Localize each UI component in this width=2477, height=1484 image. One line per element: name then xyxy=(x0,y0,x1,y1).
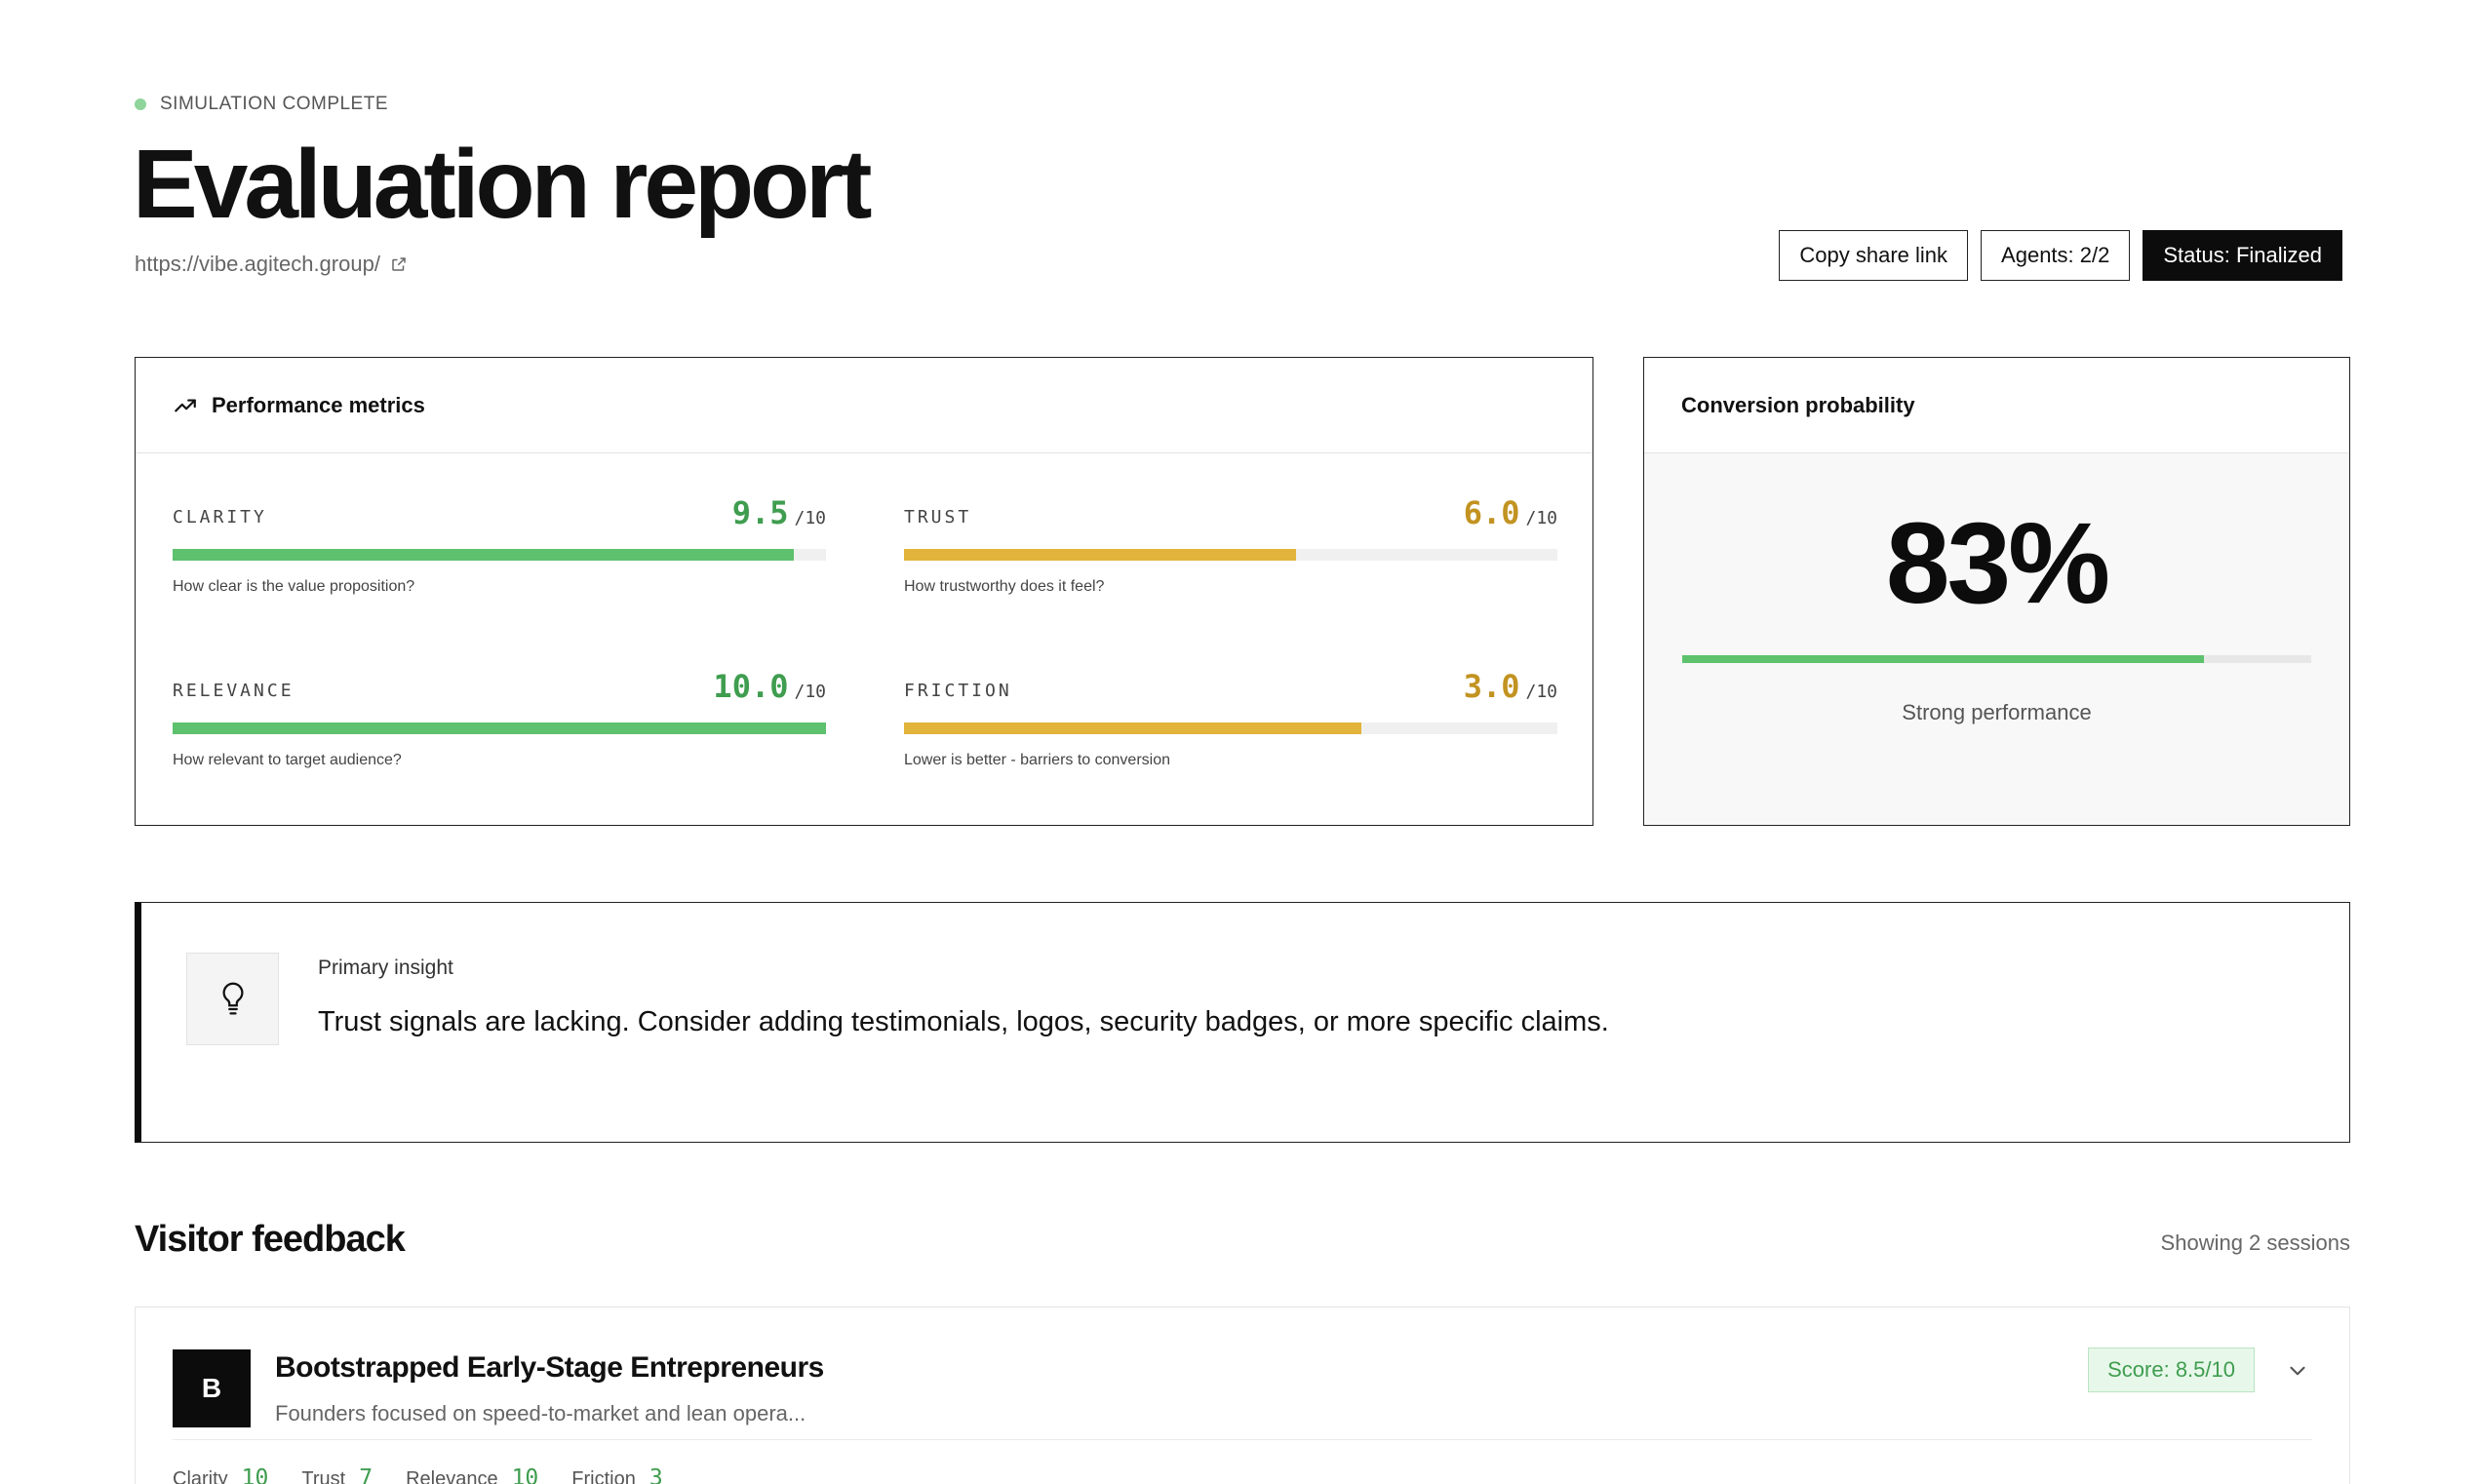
session-score-clarity: Clarity 10 xyxy=(173,1465,268,1484)
metric-bar-fill xyxy=(173,722,826,734)
session-scores: Clarity 10 Trust 7 Relevance 10 Friction 3 xyxy=(173,1465,663,1484)
conversion-percentage: 83% xyxy=(1885,499,2110,628)
metric-name: TRUST xyxy=(904,507,972,527)
insight-label: Primary insight xyxy=(318,957,453,979)
chevron-down-icon[interactable] xyxy=(2285,1358,2310,1384)
score-label: Friction xyxy=(571,1468,636,1484)
metric-max: /10 xyxy=(794,508,826,528)
session-count: Showing 2 sessions xyxy=(2160,1230,2350,1255)
score-label: Clarity xyxy=(173,1468,228,1484)
metric-max: /10 xyxy=(1525,682,1557,702)
session-card[interactable]: B Bootstrapped Early-Stage Entrepreneurs… xyxy=(135,1307,2350,1484)
score-value: 10 xyxy=(511,1465,539,1484)
session-persona-description: Founders focused on speed-to-market and … xyxy=(275,1401,806,1425)
conversion-bar-fill xyxy=(1682,655,2205,663)
metric-relevance: RELEVANCE 10.0/10 How relevant to target… xyxy=(173,666,826,769)
agents-badge[interactable]: Agents: 2/2 xyxy=(1981,230,2131,281)
metric-description: Lower is better - barriers to conversion xyxy=(904,752,1170,768)
visitor-feedback-title: Visitor feedback xyxy=(135,1219,406,1260)
metric-value: 9.5 xyxy=(731,494,789,531)
metric-bar-fill xyxy=(904,722,1361,734)
conversion-header: Conversion probability xyxy=(1644,358,2349,453)
metric-trust: TRUST 6.0/10 How trustworthy does it fee… xyxy=(904,492,1557,596)
metric-bar-track xyxy=(173,722,826,734)
page-title: Evaluation report xyxy=(133,130,872,239)
status-dot-icon xyxy=(135,98,146,110)
lightbulb-icon-box xyxy=(186,953,279,1045)
metric-bar-fill xyxy=(173,549,794,561)
header-actions: Copy share link Agents: 2/2 Status: Fina… xyxy=(1779,230,2342,281)
metric-name: RELEVANCE xyxy=(173,681,295,701)
metric-bar-track xyxy=(904,722,1557,734)
metric-name: FRICTION xyxy=(904,681,1012,701)
divider xyxy=(173,1439,2312,1440)
metric-friction: FRICTION 3.0/10 Lower is better - barrie… xyxy=(904,666,1557,769)
score-value: 7 xyxy=(359,1465,374,1484)
avatar: B xyxy=(173,1349,251,1427)
session-score-badge: Score: 8.5/10 xyxy=(2088,1347,2255,1392)
conversion-title: Conversion probability xyxy=(1681,392,1915,417)
metric-value: 6.0 xyxy=(1463,494,1520,531)
status-finalized-badge[interactable]: Status: Finalized xyxy=(2143,230,2342,281)
session-score-friction: Friction 3 xyxy=(571,1465,662,1484)
metric-bar-fill xyxy=(904,549,1296,561)
status-text: SIMULATION COMPLETE xyxy=(160,94,389,114)
site-url-link[interactable]: https://vibe.agitech.group/ xyxy=(135,252,408,277)
lightbulb-icon xyxy=(222,982,243,1014)
performance-metrics-card: Performance metrics CLARITY 9.5/10 How c… xyxy=(135,357,1593,826)
conversion-probability-card: Conversion probability 83% Strong perfor… xyxy=(1643,357,2350,826)
metric-name: CLARITY xyxy=(173,507,267,527)
metric-bar-track xyxy=(904,549,1557,561)
score-value: 10 xyxy=(241,1465,269,1484)
external-link-icon xyxy=(392,257,406,271)
performance-metrics-header: Performance metrics xyxy=(136,358,1592,453)
session-persona-name: Bootstrapped Early-Stage Entrepreneurs xyxy=(275,1351,824,1384)
metric-value: 10.0 xyxy=(713,668,789,705)
status-indicator: SIMULATION COMPLETE xyxy=(135,94,388,115)
site-url-text: https://vibe.agitech.group/ xyxy=(135,252,380,276)
primary-insight-card: Primary insight Trust signals are lackin… xyxy=(135,902,2350,1143)
metrics-grid: CLARITY 9.5/10 How clear is the value pr… xyxy=(136,453,1592,825)
conversion-label: Strong performance xyxy=(1902,700,2092,724)
trending-up-icon xyxy=(175,399,196,411)
metric-max: /10 xyxy=(1525,508,1557,528)
score-value: 3 xyxy=(649,1465,663,1484)
metric-value: 3.0 xyxy=(1463,668,1520,705)
metric-description: How relevant to target audience? xyxy=(173,752,402,768)
metric-description: How trustworthy does it feel? xyxy=(904,578,1105,595)
conversion-bar-track xyxy=(1682,655,2311,663)
copy-share-link-button[interactable]: Copy share link xyxy=(1779,230,1969,281)
metric-description: How clear is the value proposition? xyxy=(173,578,415,595)
score-label: Trust xyxy=(301,1468,346,1484)
metric-max: /10 xyxy=(794,682,826,702)
score-label: Relevance xyxy=(406,1468,498,1484)
performance-metrics-title: Performance metrics xyxy=(212,392,425,417)
metric-bar-track xyxy=(173,549,826,561)
insight-text: Trust signals are lacking. Consider addi… xyxy=(318,1006,1609,1037)
metric-clarity: CLARITY 9.5/10 How clear is the value pr… xyxy=(173,492,826,596)
session-score-trust: Trust 7 xyxy=(301,1465,373,1484)
session-score-relevance: Relevance 10 xyxy=(406,1465,538,1484)
conversion-body: 83% Strong performance xyxy=(1644,453,2349,825)
